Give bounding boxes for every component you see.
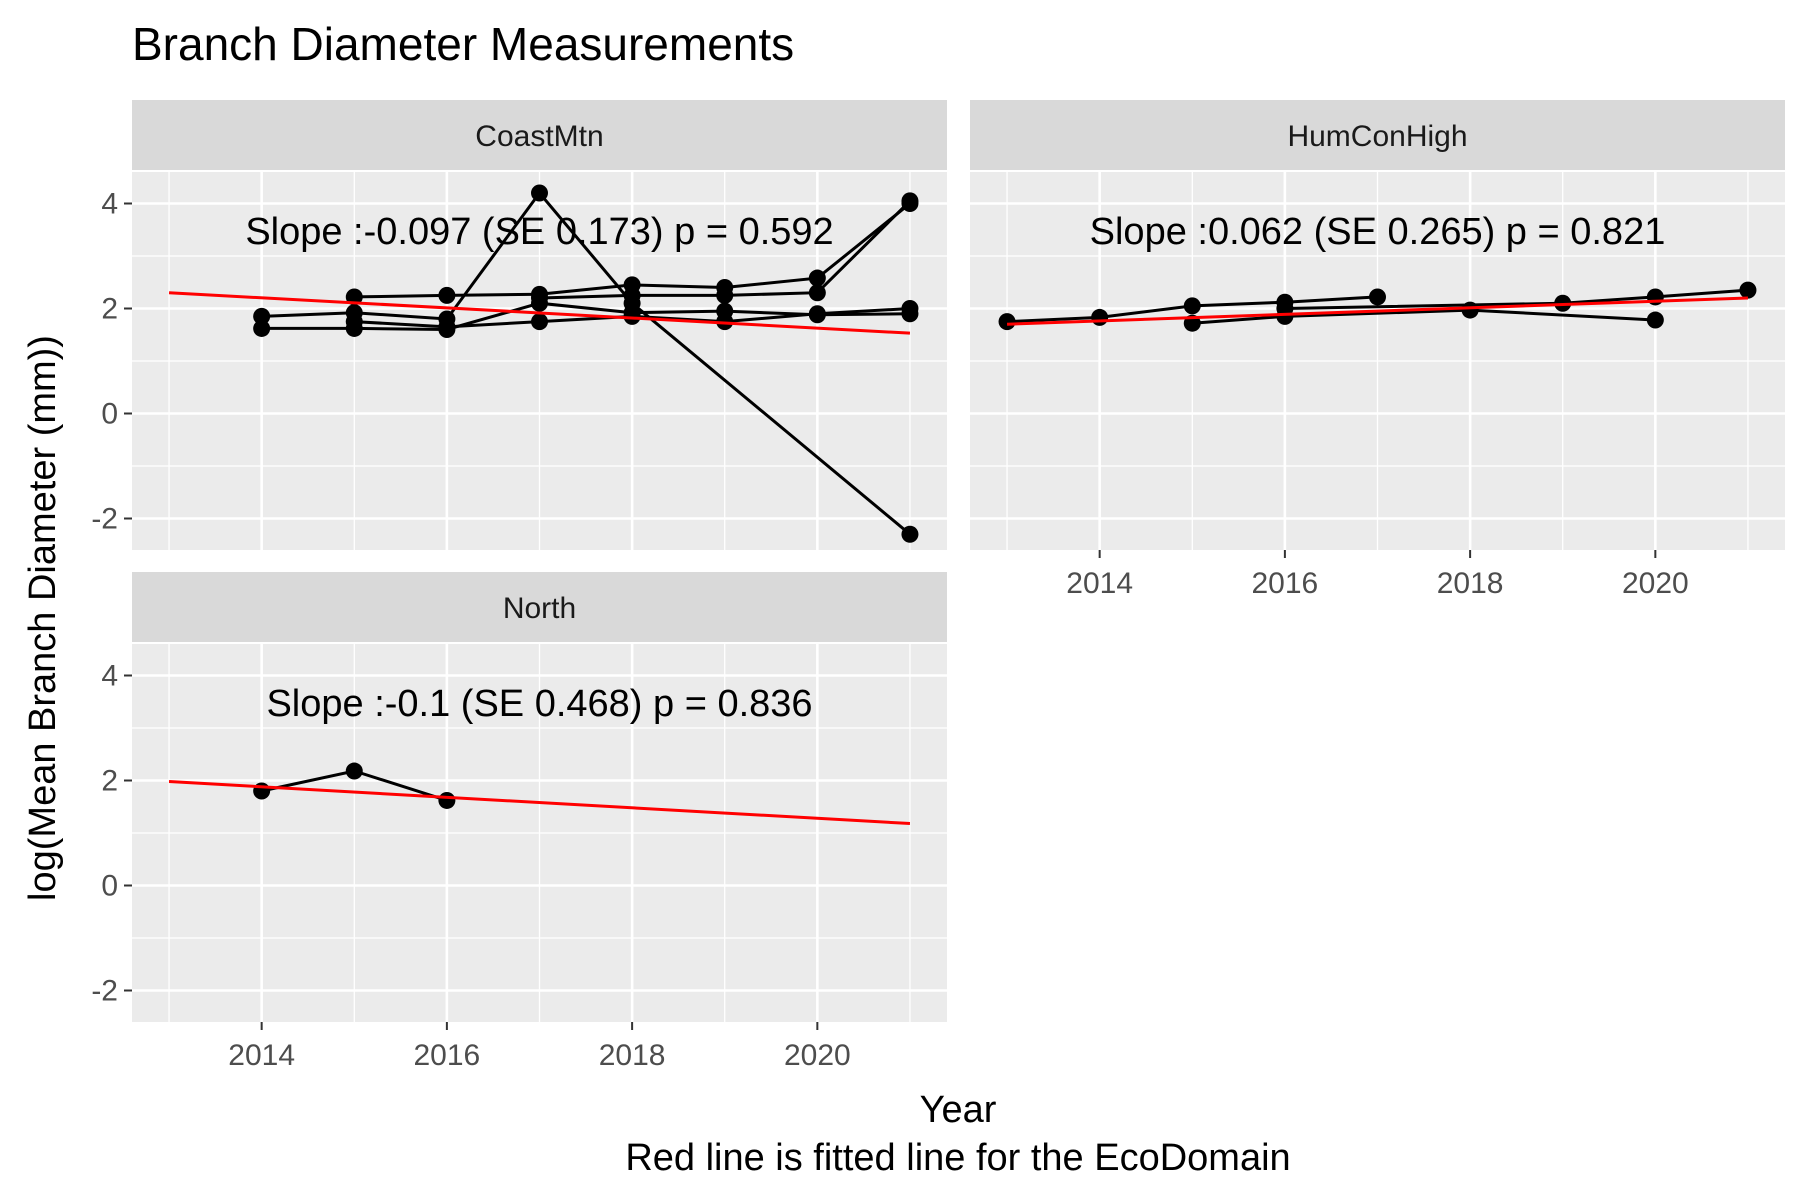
panel-coastmtn: CoastMtn -2 0 2 4 Slope :-0.097 (SE 0.173) p … — [91, 100, 947, 550]
data-point — [998, 313, 1016, 331]
data-point — [1369, 288, 1386, 306]
facet-panels: CoastMtn -2 0 2 4 Slope :-0.097 (SE 0.173) p … — [91, 100, 1785, 1072]
data-point — [531, 313, 548, 331]
y-tick-label: 0 — [101, 870, 118, 903]
x-tick-label: 2016 — [1252, 567, 1319, 600]
slope-annotation: Slope :-0.1 (SE 0.468) p = 0.836 — [266, 683, 812, 725]
data-point — [1091, 308, 1109, 326]
fitted-line — [168, 291, 911, 335]
fitted-line — [1006, 296, 1749, 326]
data-point — [1739, 281, 1757, 299]
data-series-line — [1284, 288, 1749, 310]
data-series-line — [1192, 308, 1656, 325]
data-point — [1276, 300, 1294, 317]
y-tick-label: -2 — [91, 975, 118, 1008]
data-point — [253, 307, 271, 325]
data-point — [808, 269, 826, 287]
panel-humconhigh: HumConHigh 2014 2016 2018 2020 Slope :0.062 (… — [970, 100, 1785, 600]
data-point — [438, 318, 456, 336]
chart-title: Branch Diameter Measurements — [132, 18, 794, 70]
x-tick-label: 2016 — [414, 1039, 481, 1072]
data-point — [901, 525, 919, 543]
chart-caption: Red line is fitted line for the EcoDomai… — [625, 1137, 1290, 1179]
y-tick-label: 2 — [101, 765, 118, 798]
data-point — [716, 286, 734, 304]
data-point — [901, 192, 919, 210]
y-tick-label: 0 — [101, 398, 118, 431]
slope-annotation: Slope :-0.097 (SE 0.173) p = 0.592 — [245, 211, 833, 253]
facet-label: CoastMtn — [475, 120, 603, 153]
y-tick-label: 4 — [101, 660, 118, 693]
x-tick-label: 2014 — [228, 1039, 295, 1072]
data-point — [901, 300, 919, 317]
data-point — [623, 286, 641, 304]
data-series-line — [261, 190, 911, 536]
x-tick-label: 2020 — [784, 1039, 851, 1072]
x-tick-label: 2018 — [1437, 567, 1504, 600]
x-tick-label: 2018 — [599, 1039, 666, 1072]
data-point — [438, 791, 456, 809]
data-point — [531, 184, 548, 202]
data-point — [345, 313, 363, 331]
data-point — [1183, 297, 1201, 315]
data-point — [438, 286, 456, 304]
facet-label: North — [503, 592, 576, 625]
y-tick-label: 4 — [101, 188, 118, 221]
x-tick-label: 2020 — [1622, 567, 1689, 600]
data-point — [531, 289, 548, 307]
x-axis-title: Year — [920, 1089, 997, 1131]
panel-north: North -2 0 2 4 2014 2016 2018 2020 Slope :-0.1 (S… — [91, 572, 947, 1072]
data-point — [1646, 311, 1664, 329]
slope-annotation: Slope :0.062 (SE 0.265) p = 0.821 — [1090, 211, 1666, 253]
y-axis-title: log(Mean Branch Diameter (mm)) — [22, 335, 64, 901]
facet-strip — [132, 100, 947, 170]
y-tick-label: 2 — [101, 293, 118, 326]
data-point — [253, 319, 271, 337]
data-point — [808, 284, 826, 302]
x-tick-label: 2014 — [1066, 567, 1133, 600]
data-point — [623, 307, 641, 325]
data-point — [808, 305, 826, 323]
y-tick-label: -2 — [91, 503, 118, 536]
data-point — [345, 762, 363, 780]
fitted-line — [168, 780, 911, 826]
facet-strip — [132, 572, 947, 642]
facet-strip — [970, 100, 1785, 170]
facet-label: HumConHigh — [1287, 120, 1467, 153]
